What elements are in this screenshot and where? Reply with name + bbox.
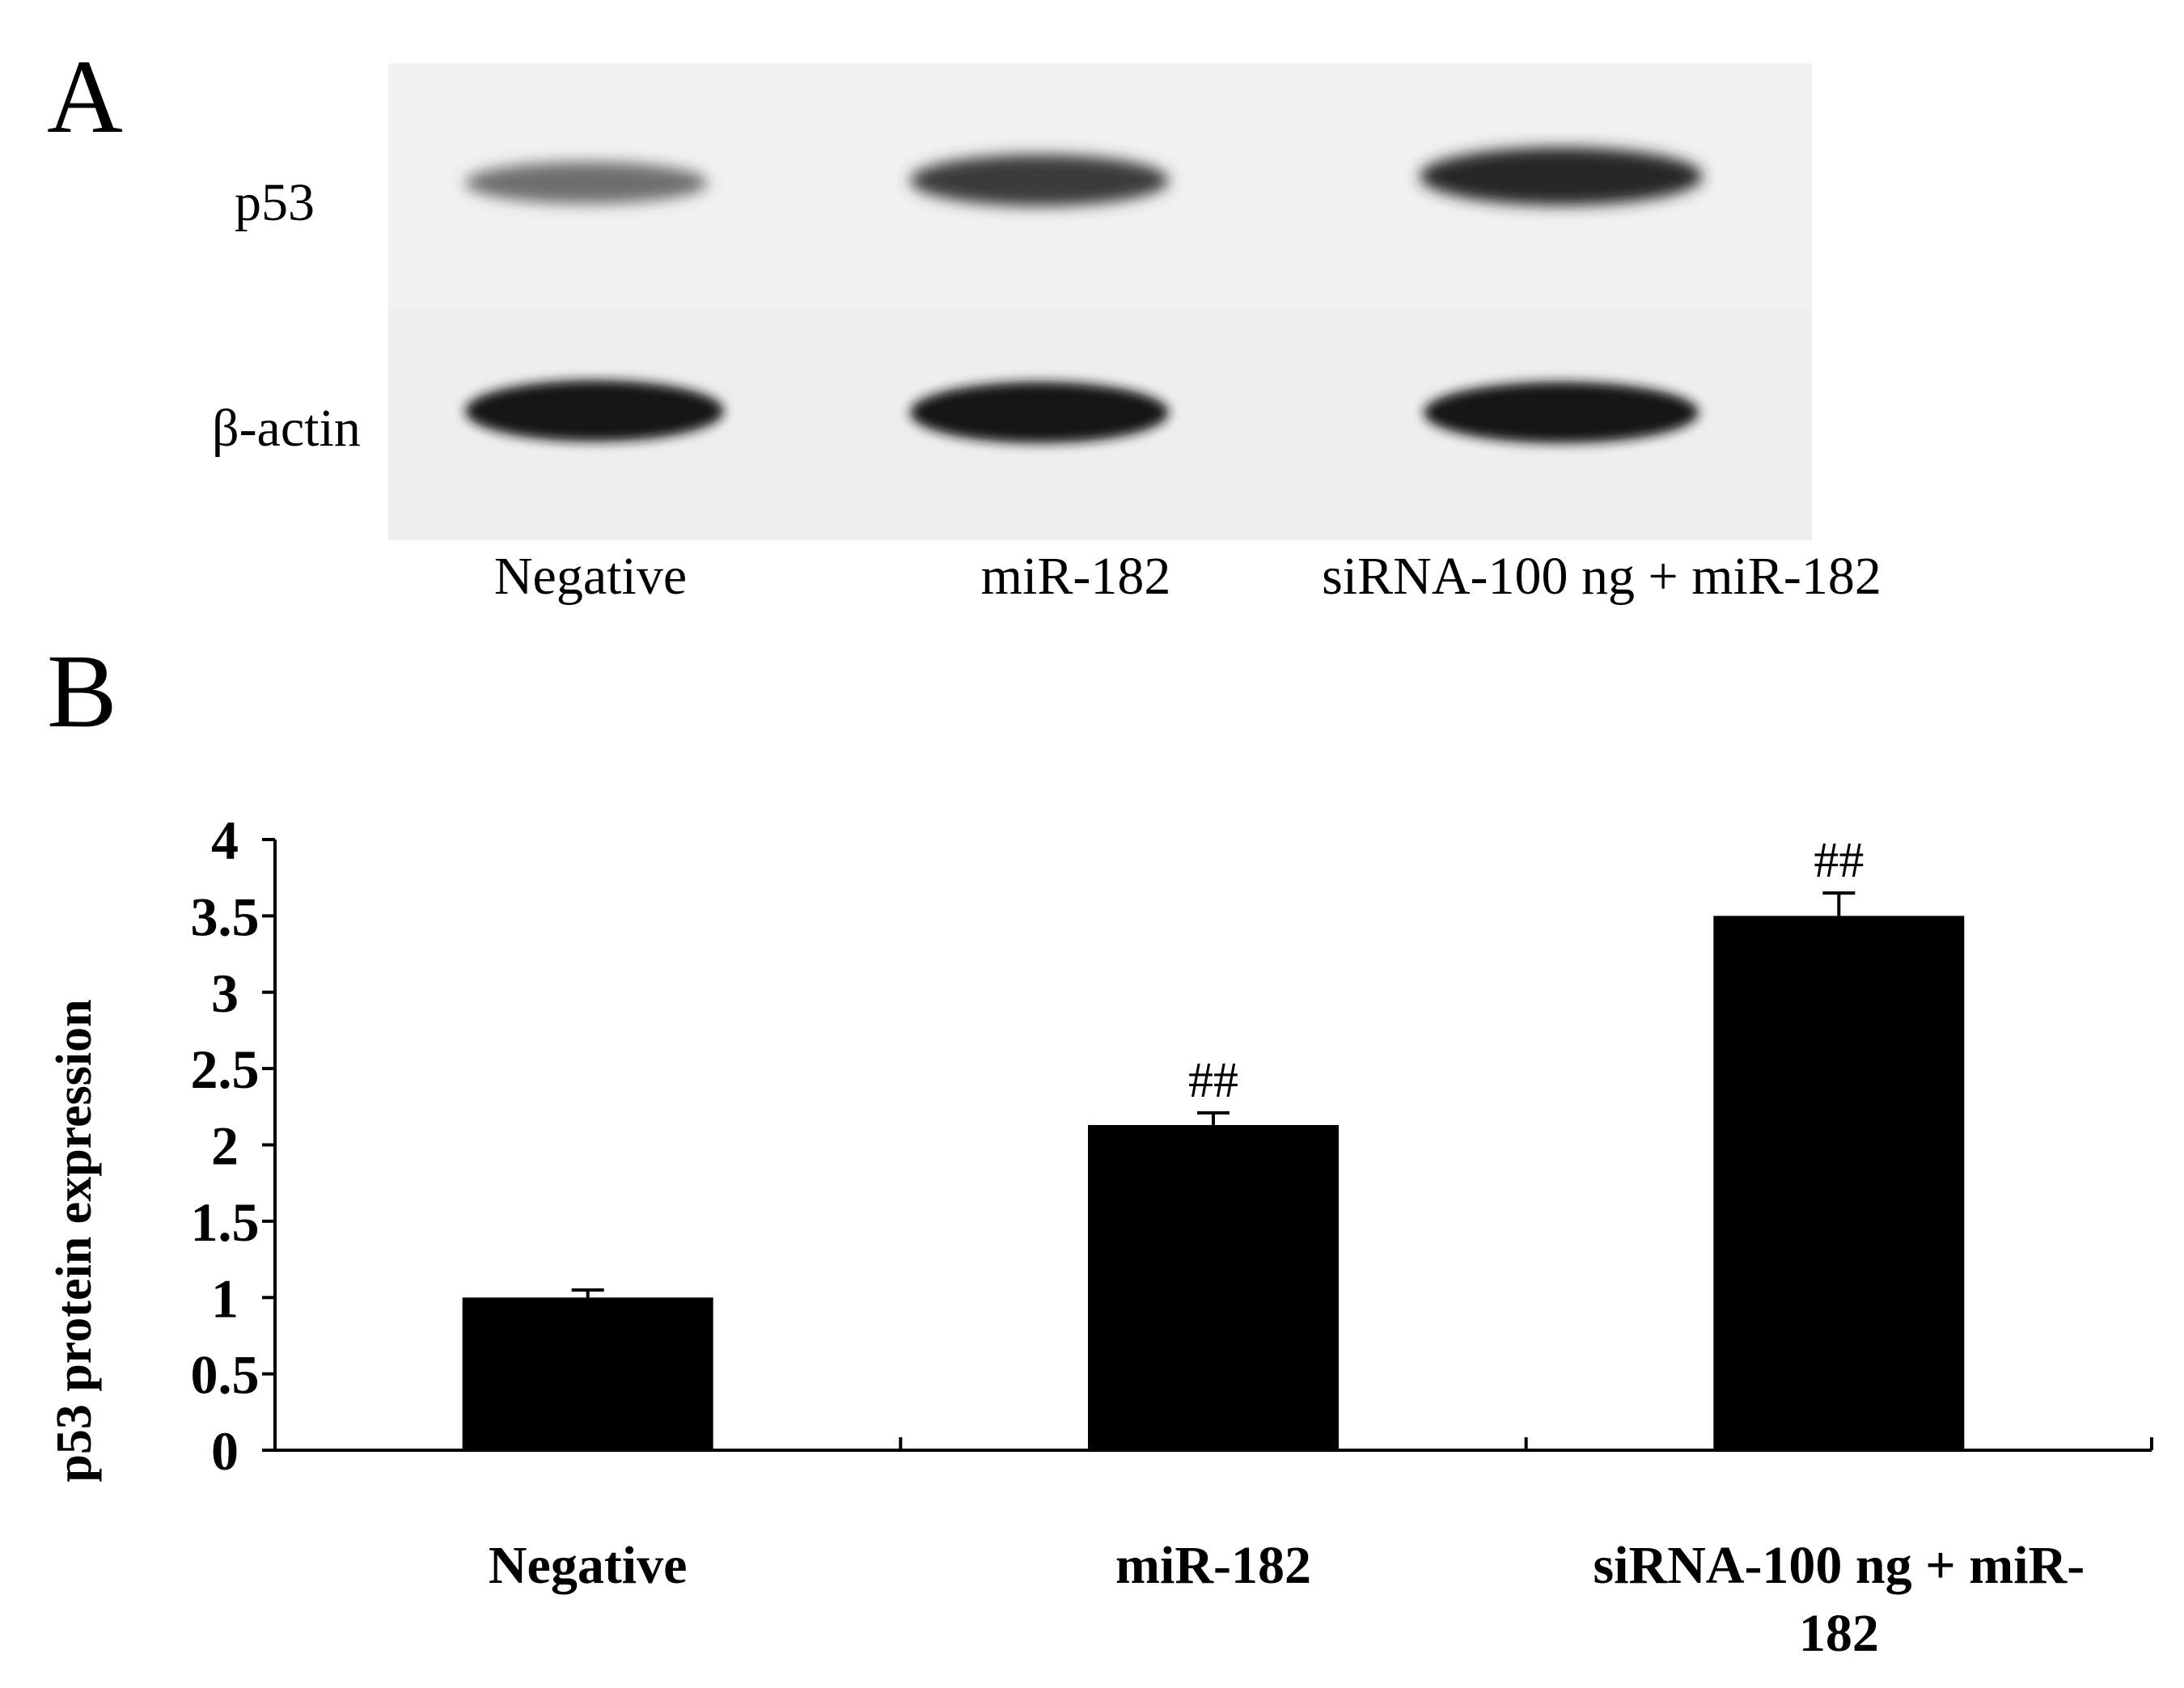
y-tick-label: 3 bbox=[211, 962, 239, 1024]
significance-label: ## bbox=[1814, 833, 1864, 888]
y-tick-label: 2 bbox=[211, 1115, 239, 1177]
error-bars bbox=[571, 891, 1856, 1298]
p53-band-sirna bbox=[1420, 147, 1703, 205]
bars bbox=[462, 916, 1965, 1450]
panel-a-letter: A bbox=[47, 39, 123, 155]
lane-label-mir182: miR-182 bbox=[980, 547, 1171, 606]
y-tick-label: 0 bbox=[211, 1420, 239, 1482]
p53-band-mir182 bbox=[910, 154, 1169, 206]
actin-band-sirna bbox=[1424, 382, 1699, 443]
western-blot-image bbox=[388, 63, 1812, 540]
y-axis-label: p53 protein expression bbox=[47, 999, 102, 1482]
significance-labels: ## ## bbox=[1188, 833, 1864, 1108]
lane-label-negative: Negative bbox=[493, 547, 688, 606]
bar-chart: p53 protein expression 0 0.5 1 1.5 2 2.5 3 3.5 4… bbox=[47, 810, 2153, 1663]
y-tick-label: 4 bbox=[211, 810, 239, 871]
category-label: Negative bbox=[489, 1536, 688, 1595]
actin-band-negative bbox=[465, 380, 724, 442]
significance-label: ## bbox=[1188, 1053, 1238, 1108]
category-label: siRNA-100 ng + miR-182 bbox=[1593, 1536, 2085, 1663]
y-tick-label: 0.5 bbox=[191, 1344, 260, 1406]
p53-band-negative bbox=[465, 162, 708, 204]
y-tick-label: 1 bbox=[211, 1267, 239, 1329]
blot-label-p53: p53 bbox=[235, 173, 315, 232]
y-tick-label: 1.5 bbox=[191, 1191, 260, 1253]
category-labels: Negative miR-182 siRNA-100 ng + miR-182 bbox=[489, 1536, 2085, 1663]
bar bbox=[462, 1297, 713, 1450]
lane-label-sirna: siRNA-100 ng + miR-182 bbox=[1322, 547, 1881, 606]
blot-label-beta-actin: β-actin bbox=[212, 399, 361, 458]
category-label: miR-182 bbox=[1115, 1536, 1311, 1595]
bar bbox=[1713, 916, 1965, 1450]
y-tick-label: 3.5 bbox=[191, 886, 260, 947]
bar bbox=[1088, 1124, 1339, 1450]
actin-band-mir182 bbox=[910, 382, 1169, 443]
y-tick-label: 2.5 bbox=[191, 1039, 260, 1100]
y-ticks: 0 0.5 1 1.5 2 2.5 3 3.5 4 bbox=[191, 810, 275, 1482]
panel-b-letter: B bbox=[47, 633, 117, 750]
